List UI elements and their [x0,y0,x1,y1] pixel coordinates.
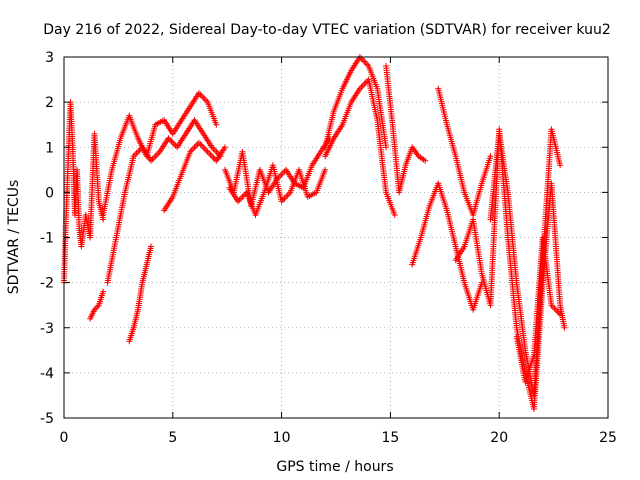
x-tick-label: 15 [381,430,399,446]
data-point-marker [198,142,205,149]
data-point-marker [222,144,229,151]
data-point-marker [284,192,291,199]
y-axis-label: SDTVAR / TECUs [6,180,22,295]
data-point-marker [208,153,215,160]
y-tick-label: -1 [40,231,54,247]
data-point-marker [361,58,368,65]
data-point-marker [134,148,141,155]
data-point-marker [200,94,207,101]
data-point-marker [281,195,288,202]
data-point-marker [383,144,390,151]
data-point-marker [191,144,198,151]
data-point-marker [100,288,107,295]
x-tick-label: 10 [273,430,291,446]
data-point-marker [190,145,197,152]
data-point-marker [422,157,429,164]
data-point-marker [240,192,247,199]
data-point-marker [561,324,568,331]
y-tick-label: 3 [45,50,54,66]
chart-title: Day 216 of 2022, Sidereal Day-to-day VTE… [43,22,611,38]
x-tick-label: 25 [599,430,617,446]
data-point-marker [278,171,285,178]
data-point-marker [487,153,494,160]
data-point-marker [359,57,366,64]
data-point-marker [152,153,159,160]
data-point-marker [551,305,558,312]
data-point-marker [207,151,214,158]
y-tick-label: 1 [45,140,54,156]
data-point-marker [391,211,398,218]
data-point-marker [203,147,210,154]
data-point-marker [168,138,175,145]
data-point-marker [362,79,369,86]
x-tick-label: 0 [60,430,69,446]
data-point-marker [198,93,205,100]
data-point-marker [362,60,369,67]
data-point-marker [213,121,220,128]
y-tick-label: -2 [40,276,54,292]
x-axis-label: GPS time / hours [276,459,393,475]
data-point-marker [201,96,208,103]
data-point-marker [239,193,246,200]
data-point-marker [150,154,157,161]
data-point-marker [211,147,218,154]
data-point-marker [204,148,211,155]
data-point-marker [201,145,208,152]
data-point-marker [322,166,329,173]
data-point-marker [133,150,140,157]
data-point-marker [359,82,366,89]
data-point-marker [195,139,202,146]
x-tick-label: 20 [490,430,508,446]
y-tick-label: -4 [40,366,54,382]
axis-ticks: -5 -4 -3 -2 -1 0 1 2 3 0 5 10 15 20 25 [40,50,617,446]
y-tick-label: 2 [45,95,54,111]
y-tick-label: 0 [45,185,54,201]
data-point-marker [237,195,244,202]
data-point-marker [206,150,213,157]
data-markers [61,54,568,412]
y-tick-label: -3 [40,321,54,337]
y-tick-label: -5 [40,411,54,427]
data-point-marker [193,142,200,149]
data-point-marker [557,162,564,169]
data-point-marker [200,144,207,151]
x-tick-label: 5 [168,430,177,446]
data-point-marker [153,151,160,158]
data-point-marker [148,243,155,250]
data-point-marker [197,141,204,148]
data-point-marker [557,311,564,318]
data-point-marker [169,139,176,146]
